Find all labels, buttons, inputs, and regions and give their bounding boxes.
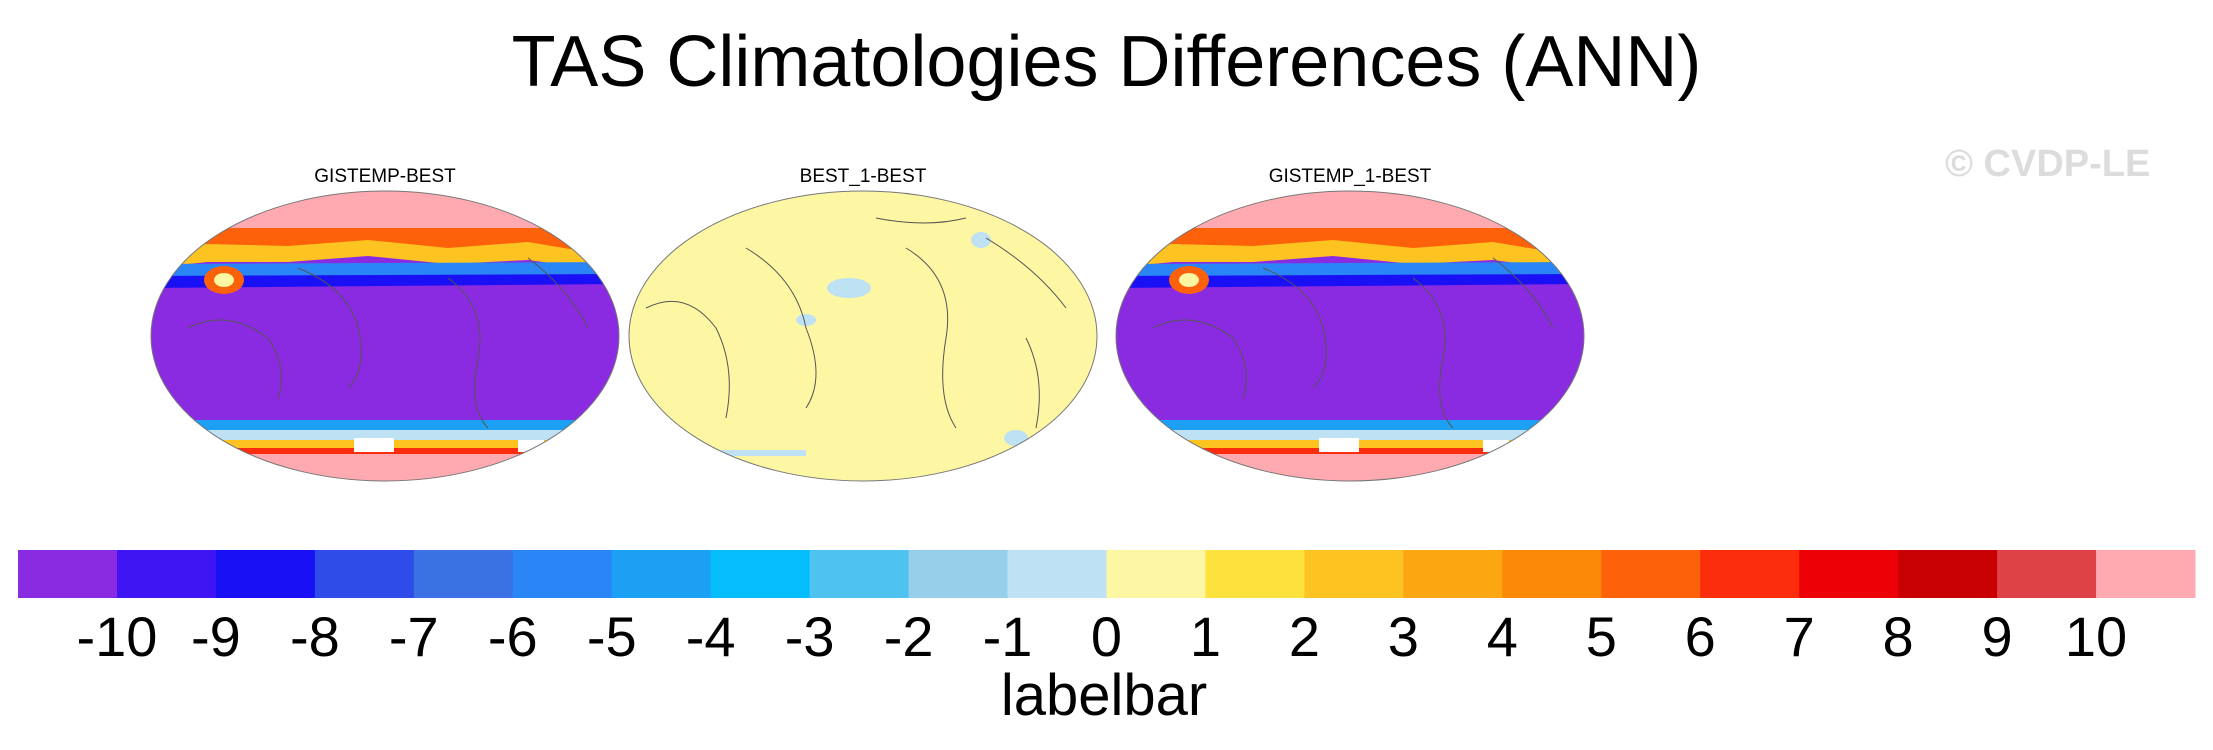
labelbar-box	[1205, 550, 1305, 598]
north-polar-field	[1116, 191, 1584, 228]
north-polar-field	[151, 191, 619, 228]
labelbar-tick-label: -6	[488, 605, 538, 668]
labelbar-ticks: -10 -9 -8 -7 -6 -5 -4 -3 -2 -1 0 1 2 3 4 5 6 7 8 9 10	[76, 605, 2127, 668]
labelbar-tick-label: -9	[191, 605, 241, 668]
labelbar-box	[710, 550, 811, 598]
map-panel-gistemp-best: GISTEMP-BEST	[148, 166, 622, 484]
labelbar-tick-label: -4	[686, 605, 736, 668]
labelbar-box	[215, 550, 316, 598]
south-polar-field	[151, 454, 619, 481]
labelbar-box	[1898, 550, 1998, 598]
figure-title: TAS Climatologies Differences (ANN)	[511, 22, 1702, 102]
labelbar-tick-label: -7	[389, 605, 439, 668]
labelbar-tick-label: 8	[1883, 605, 1914, 668]
labelbar-tick-label: -8	[290, 605, 340, 668]
labelbar-tick-label: 5	[1586, 605, 1617, 668]
labelbar: -10 -9 -8 -7 -6 -5 -4 -3 -2 -1 0 1 2 3 4 5 6 7 8 9 10 labelb…	[18, 550, 2196, 728]
labelbar-boxes	[18, 550, 2196, 598]
labelbar-tick-label: -1	[983, 605, 1033, 668]
coastlines	[1152, 257, 1554, 429]
labelbar-box	[18, 550, 118, 598]
labelbar-tick-label: -2	[884, 605, 934, 668]
panel-title: BEST_1-BEST	[799, 166, 927, 187]
south-polar-field	[1116, 454, 1584, 481]
south-gradient-band	[151, 420, 619, 430]
labelbar-box	[2096, 550, 2196, 598]
labelbar-box	[908, 550, 1009, 598]
coastlines	[645, 217, 1067, 429]
labelbar-box	[512, 550, 613, 598]
labelbar-box	[611, 550, 712, 598]
labelbar-box	[1007, 550, 1107, 598]
panel-title: GISTEMP_1-BEST	[1268, 166, 1432, 187]
labelbar-box	[1106, 550, 1206, 598]
labelbar-tick-label: 2	[1289, 605, 1320, 668]
labelbar-box	[1997, 550, 2097, 598]
labelbar-tick-label: 9	[1982, 605, 2013, 668]
labelbar-box	[1304, 550, 1404, 598]
labelbar-tick-label: 6	[1685, 605, 1716, 668]
labelbar-box	[1403, 550, 1503, 598]
labelbar-tick-label: -5	[587, 605, 637, 668]
labelbar-title: labelbar	[1001, 663, 1207, 728]
labelbar-tick-label: 0	[1091, 605, 1122, 668]
labelbar-box	[809, 550, 910, 598]
labelbar-tick-label: 4	[1487, 605, 1518, 668]
labelbar-tick-label: 1	[1190, 605, 1221, 668]
labelbar-box	[1502, 550, 1602, 598]
map-panel-gistemp-1-best: GISTEMP_1-BEST	[1113, 166, 1587, 484]
negative-patch	[827, 278, 871, 298]
map-plot	[628, 190, 1098, 482]
labelbar-box	[1700, 550, 1800, 598]
labelbar-tick-label: 7	[1784, 605, 1815, 668]
south-gradient-band	[1116, 420, 1584, 430]
ocean-field	[629, 191, 1097, 481]
panel-title: GISTEMP-BEST	[314, 166, 456, 187]
labelbar-box	[1799, 550, 1899, 598]
labelbar-box	[116, 550, 217, 598]
map-plot	[1115, 190, 1585, 482]
labelbar-box	[1601, 550, 1701, 598]
labelbar-tick-label: 10	[2065, 605, 2127, 668]
labelbar-tick-label: -3	[785, 605, 835, 668]
labelbar-box	[314, 550, 415, 598]
watermark: © CVDP-LE	[1945, 143, 2151, 185]
labelbar-box	[413, 550, 514, 598]
labelbar-tick-label: 3	[1388, 605, 1419, 668]
coastlines	[187, 257, 589, 429]
map-panel-best-1-best: BEST_1-BEST	[626, 166, 1100, 484]
map-plot	[150, 190, 620, 482]
labelbar-tick-label: -10	[76, 605, 157, 668]
